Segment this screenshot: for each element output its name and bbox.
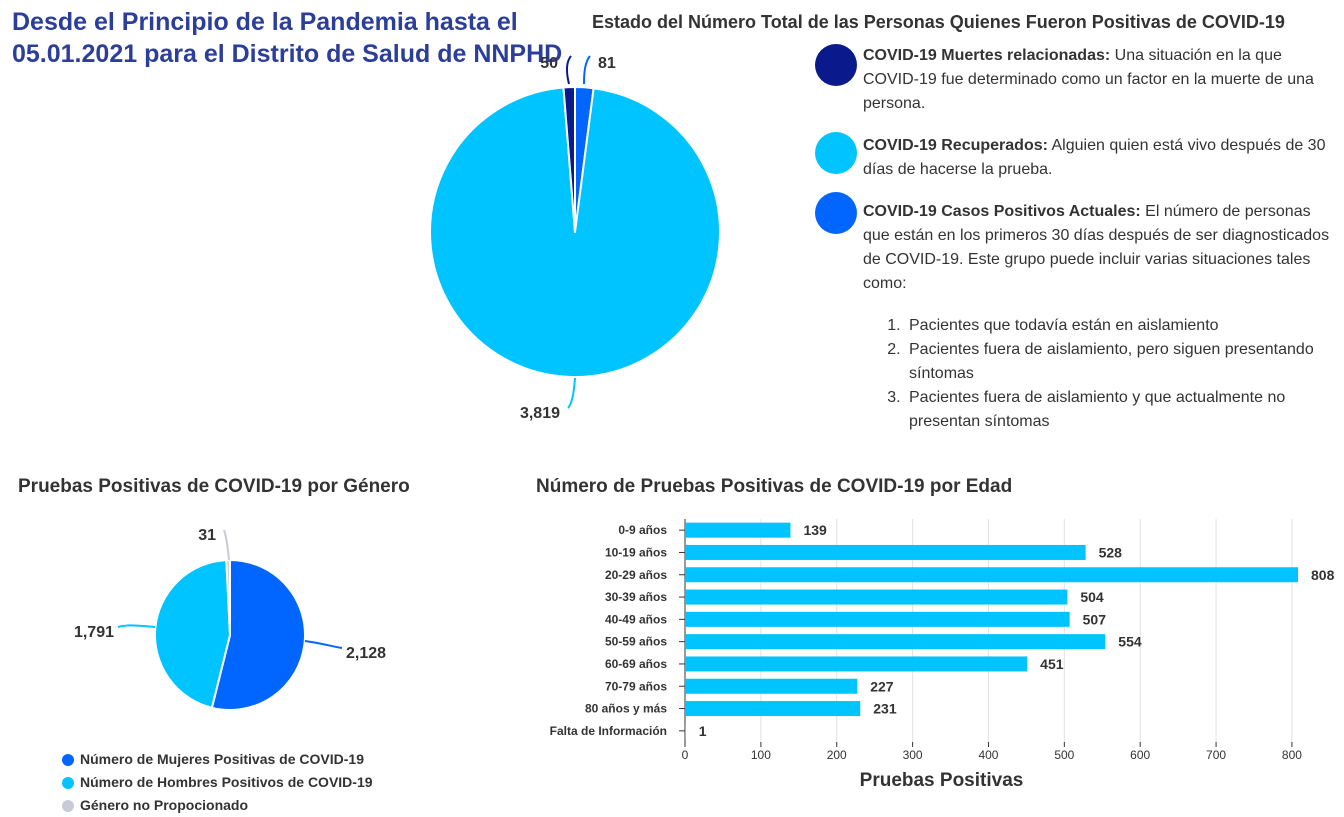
x-tick-label: 400 [978, 748, 998, 762]
men-legend-swatch [62, 776, 74, 789]
definition-recovered-term: COVID-19 Recuperados: [863, 137, 1048, 154]
age-bar [685, 634, 1106, 650]
active-legend-swatch [815, 192, 857, 234]
bar-value-label: 227 [870, 678, 894, 694]
dashboard-title: Desde el Principio de la Pandemia hasta … [12, 8, 563, 68]
age-bar-title: Número de Pruebas Positivas de COVID-19 … [536, 476, 1013, 497]
definition-deaths: COVID-19 Muertes relacionadas: Una situa… [812, 44, 1340, 116]
bar-value-label: 504 [1080, 589, 1104, 605]
status-leader-recovered [567, 377, 576, 409]
x-tick-label: 200 [827, 748, 847, 762]
bar-value-label: 528 [1099, 544, 1123, 560]
gender-legend-item-not-provided: Género no Propocionado [62, 794, 373, 817]
status-leader-deaths [565, 55, 572, 85]
y-tick-label: 10-19 años [605, 545, 667, 559]
y-tick-label: 70-79 años [605, 679, 667, 693]
gender-legend-item-men: Número de Hombres Positivos de COVID-19 [62, 771, 373, 794]
active-situation-item: Pacientes que todavía están en aislamien… [905, 314, 1340, 338]
x-tick-label: 500 [1054, 748, 1074, 762]
x-tick-label: 0 [682, 748, 689, 762]
bar-value-label: 451 [1040, 656, 1064, 672]
definition-recovered-text: Alguien quien está vivo después de 30 dí… [863, 137, 1326, 178]
age-bar [685, 589, 1068, 605]
status-value-label-active: 81 [598, 55, 616, 72]
status-pie-title: Estado del Número Total de las Personas … [592, 12, 1285, 32]
age-bar [685, 522, 791, 538]
active-situation-item: Pacientes fuera de aislamiento, pero sig… [905, 338, 1340, 386]
bar-value-label: 507 [1083, 611, 1107, 627]
x-axis-title: Pruebas Positivas [860, 770, 1024, 791]
age-bar [685, 723, 686, 739]
gender-legend: Número de Mujeres Positivas de COVID-19 … [62, 748, 373, 817]
x-tick-label: 700 [1206, 748, 1226, 762]
active-situation-item: Pacientes fuera de aislamiento y que act… [905, 386, 1340, 434]
definition-active: COVID-19 Casos Positivos Actuales: El nú… [812, 192, 1340, 434]
gender-leader-women [304, 640, 343, 649]
y-tick-label: 80 años y más [585, 702, 667, 716]
age-bar [685, 544, 1086, 560]
y-tick-label: 20-29 años [605, 568, 667, 582]
status-value-label-deaths: 50 [540, 55, 558, 72]
age-bar [685, 701, 861, 717]
not-provided-legend-swatch [62, 799, 74, 812]
y-tick-label: 60-69 años [605, 657, 667, 671]
x-tick-label: 600 [1130, 748, 1150, 762]
women-legend-swatch [62, 753, 74, 766]
age-bar [685, 656, 1028, 672]
status-leader-active [583, 55, 591, 85]
bar-value-label: 554 [1118, 634, 1142, 650]
gender-leader-men [117, 624, 156, 628]
gender-pie-title: Pruebas Positivas de COVID-19 por Género [18, 476, 410, 497]
definition-deaths-term: COVID-19 Muertes relacionadas: [863, 47, 1111, 64]
gender-value-label-not-provided: 31 [198, 527, 216, 544]
bar-value-label: 1 [699, 723, 707, 739]
gender-value-label-women: 2,128 [346, 645, 386, 662]
age-bar [685, 611, 1070, 627]
x-tick-label: 100 [751, 748, 771, 762]
gender-legend-item-women: Número de Mujeres Positivas de COVID-19 [62, 748, 373, 771]
gender-legend-label: Número de Mujeres Positivas de COVID-19 [80, 751, 364, 767]
recovered-legend-swatch [815, 132, 857, 174]
definition-active-text: El número de personas que están en los p… [863, 203, 1330, 292]
gender-legend-label: Número de Hombres Positivos de COVID-19 [80, 774, 373, 790]
status-slice-deaths [562, 86, 576, 233]
gender-legend-label: Género no Propocionado [80, 797, 249, 813]
bar-value-label: 231 [873, 701, 897, 717]
gender-slice-women [210, 559, 306, 711]
gender-leader-not-provided [223, 529, 230, 561]
definition-deaths-text: Una situación en la que COVID-19 fue det… [863, 47, 1314, 112]
y-tick-label: 0-9 años [618, 523, 667, 537]
x-tick-label: 300 [903, 748, 923, 762]
definition-recovered: COVID-19 Recuperados: Alguien quien está… [812, 132, 1340, 182]
active-situations-list: Pacientes que todavía están en aislamien… [863, 314, 1340, 434]
y-tick-label: 30-39 años [605, 590, 667, 604]
age-bar [685, 678, 858, 694]
bar-value-label: 139 [803, 522, 827, 538]
deaths-legend-swatch [815, 44, 857, 86]
status-definitions-legend: COVID-19 Muertes relacionadas: Una situa… [812, 44, 1340, 434]
status-value-label-recovered: 3,819 [520, 405, 560, 422]
x-tick-label: 800 [1282, 748, 1302, 762]
gender-value-label-men: 1,791 [74, 624, 114, 641]
y-tick-label: 40-49 años [605, 612, 667, 626]
y-tick-label: Falta de Información [550, 724, 667, 738]
bar-value-label: 808 [1311, 567, 1335, 583]
age-bar [685, 567, 1298, 583]
y-tick-label: 50-59 años [605, 635, 667, 649]
gender-slice-men [154, 559, 231, 709]
definition-active-term: COVID-19 Casos Positivos Actuales: [863, 203, 1141, 220]
